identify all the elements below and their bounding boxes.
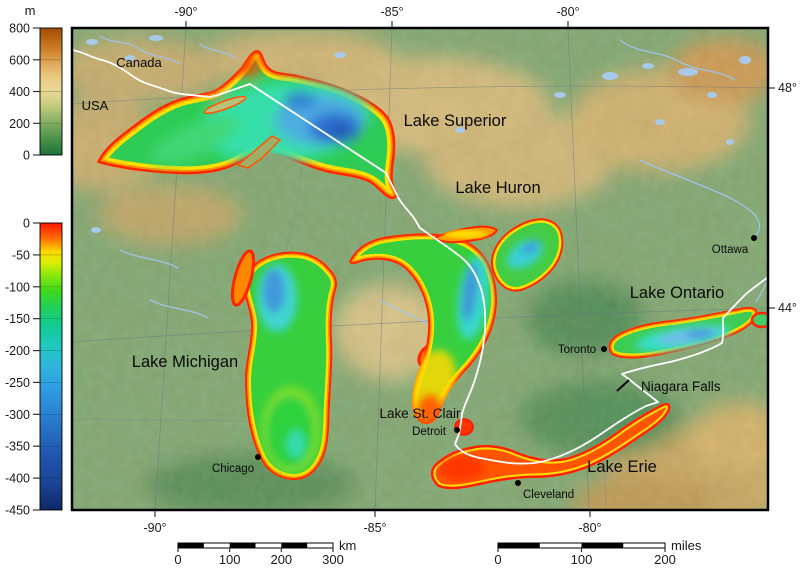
depth-tick-250: -250	[5, 376, 30, 390]
small-lakes	[86, 35, 751, 233]
cleveland-dot	[515, 480, 521, 486]
depth-tick-200: -200	[5, 344, 30, 358]
elevation-tick-800: 800	[9, 22, 30, 36]
elevation-tick-200: 200	[9, 117, 30, 131]
miles-scale-200: 200	[654, 552, 676, 567]
miles-scale-unit: miles	[671, 538, 702, 553]
km-scale-unit: km	[339, 538, 356, 553]
lake-michigan-label: Lake Michigan	[132, 353, 238, 371]
cleveland-label: Cleveland	[523, 489, 574, 501]
km-scale-100: 100	[219, 552, 241, 567]
detroit-dot	[454, 427, 460, 433]
city-dots	[255, 235, 757, 486]
right-axis-tick-44: 44°	[778, 301, 797, 315]
right-axis: 48° 44°	[769, 81, 797, 315]
niagara-falls-mark	[616, 379, 630, 392]
elevation-tick-600: 600	[9, 53, 30, 67]
toronto-label: Toronto	[558, 344, 596, 356]
bottom-axis-tick-85: -85°	[363, 521, 386, 535]
upper-st-lawrence	[750, 311, 768, 329]
depth-colorbar: 0 -50 -100 -150 -200 -250 -300 -350 -400…	[5, 217, 63, 518]
elevation-tick-400: 400	[9, 85, 30, 99]
km-scale-300: 300	[322, 552, 344, 567]
depth-gradient-bar	[39, 222, 63, 511]
depth-tick-50: -50	[12, 248, 30, 262]
depth-tick-0: 0	[23, 217, 30, 231]
elevation-colorbar-ticks	[33, 27, 62, 156]
miles-scale-0: 0	[494, 552, 501, 567]
lake-michigan-shape	[230, 249, 338, 481]
keweenaw-peninsula	[236, 135, 282, 169]
depth-tick-100: -100	[5, 280, 30, 294]
elevation-unit-label: m	[25, 3, 36, 18]
lake-ontario-shape	[608, 306, 768, 359]
lake-st-clair-label: Lake St. Clair	[379, 406, 461, 421]
miles-scale-100: 100	[571, 552, 593, 567]
top-axis: -90° -85° -80°	[174, 5, 580, 27]
lake-superior-shape	[97, 50, 398, 200]
lake-huron-shape	[349, 218, 564, 424]
depth-colorbar-ticks	[33, 222, 62, 511]
niagara-falls-label: Niagara Falls	[641, 379, 721, 394]
km-scale-0: 0	[174, 552, 181, 567]
depth-tick-150: -150	[5, 312, 30, 326]
lake-superior-label: Lake Superior	[404, 112, 507, 130]
depth-tick-450: -450	[5, 504, 30, 518]
ottawa-dot	[751, 235, 757, 241]
isle-royale-island	[203, 95, 247, 115]
canada-label: Canada	[116, 55, 162, 70]
bottom-axis: -90° -85° -80°	[143, 511, 602, 535]
map-labels: Canada USA Lake Superior Lake Huron Lake…	[82, 55, 749, 501]
toronto-dot	[601, 346, 607, 352]
right-axis-tick-48: 48°	[778, 81, 797, 95]
chicago-label: Chicago	[212, 463, 254, 475]
canada-usa-border-line	[72, 49, 768, 465]
usa-label: USA	[82, 98, 109, 113]
elevation-tick-0: 0	[23, 149, 30, 163]
green-bay	[230, 249, 256, 307]
bottom-axis-tick-80: -80°	[578, 521, 601, 535]
depth-tick-350: -350	[5, 440, 30, 454]
elevation-colorbar: m 800 600 400 200 0	[9, 3, 63, 163]
lake-ontario-label: Lake Ontario	[630, 284, 724, 302]
map-frame	[70, 26, 770, 512]
miles-scalebar: 0 100 200 miles	[494, 538, 701, 567]
depth-tick-300: -300	[5, 408, 30, 422]
map-canvas: Canada USA Lake Superior Lake Huron Lake…	[72, 28, 768, 510]
km-scale-200: 200	[270, 552, 292, 567]
north-channel	[432, 225, 498, 244]
lake-erie-label: Lake Erie	[587, 458, 657, 476]
km-scalebar: 0 100 200 300 km	[174, 538, 356, 567]
ottawa-label: Ottawa	[712, 244, 749, 256]
detroit-label: Detroit	[412, 426, 447, 438]
top-axis-tick-80: -80°	[556, 5, 579, 19]
chicago-dot	[255, 454, 261, 460]
georgian-bay	[490, 218, 564, 292]
depth-tick-400: -400	[5, 472, 30, 486]
top-axis-tick-85: -85°	[380, 5, 403, 19]
bottom-axis-tick-90: -90°	[143, 521, 166, 535]
lake-huron-label: Lake Huron	[455, 179, 540, 197]
top-axis-tick-90: -90°	[174, 5, 197, 19]
rivers	[99, 35, 768, 331]
